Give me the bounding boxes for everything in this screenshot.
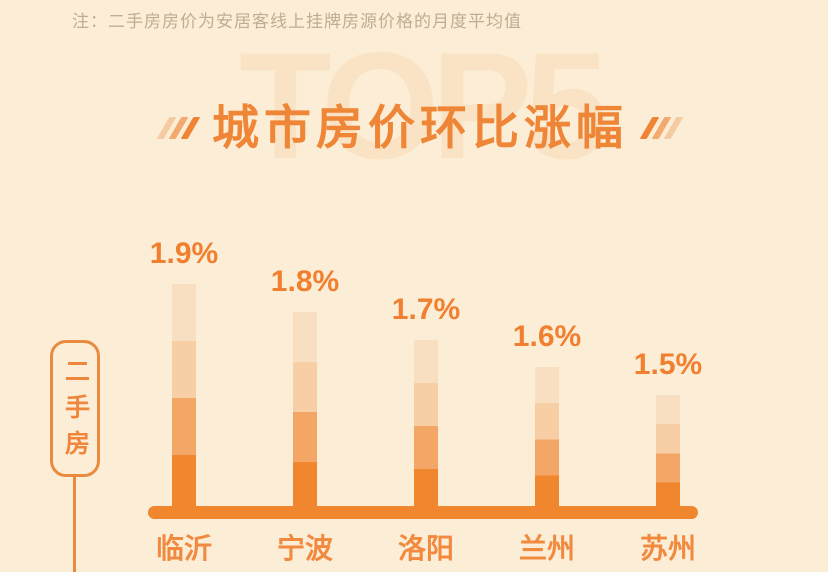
chart-title: 城市房价环比涨幅 [212,101,628,154]
bar-value-label: 1.7% [391,293,461,326]
bar-column: 1.8% [260,265,350,512]
footnote-text: 注：二手房房价为安居客线上挂牌房源价格的月度平均值 [72,12,522,31]
category-label: 洛阳 [397,533,454,564]
bar [172,284,196,512]
top5-watermark-text: TOP5 [238,21,609,191]
category-label: 苏州 [639,533,696,564]
bar [414,340,438,512]
left-slashes-icon [156,117,201,139]
chart-title-row: 城市房价环比涨幅 [0,98,828,158]
series-badge-label: 二手房 [61,357,90,466]
series-badge-connector-line [73,477,76,572]
category-label: 宁波 [276,533,333,564]
bar-column: 1.9% [139,237,229,512]
bar-column: 1.6% [502,320,592,512]
bar-value-label: 1.5% [633,348,703,381]
bar-column: 1.7% [381,293,471,512]
bar-column: 1.5% [623,348,713,512]
category-label: 兰州 [518,533,575,564]
chart-baseline-axis [148,506,698,519]
category-label: 临沂 [155,533,212,564]
bar [656,395,680,512]
bar-value-label: 1.8% [270,265,340,298]
right-slashes-icon [639,117,684,139]
bar [535,367,559,512]
bar-value-label: 1.9% [149,237,219,270]
bar [293,312,317,512]
bar-value-label: 1.6% [512,320,582,353]
series-badge: 二手房 [50,340,100,477]
